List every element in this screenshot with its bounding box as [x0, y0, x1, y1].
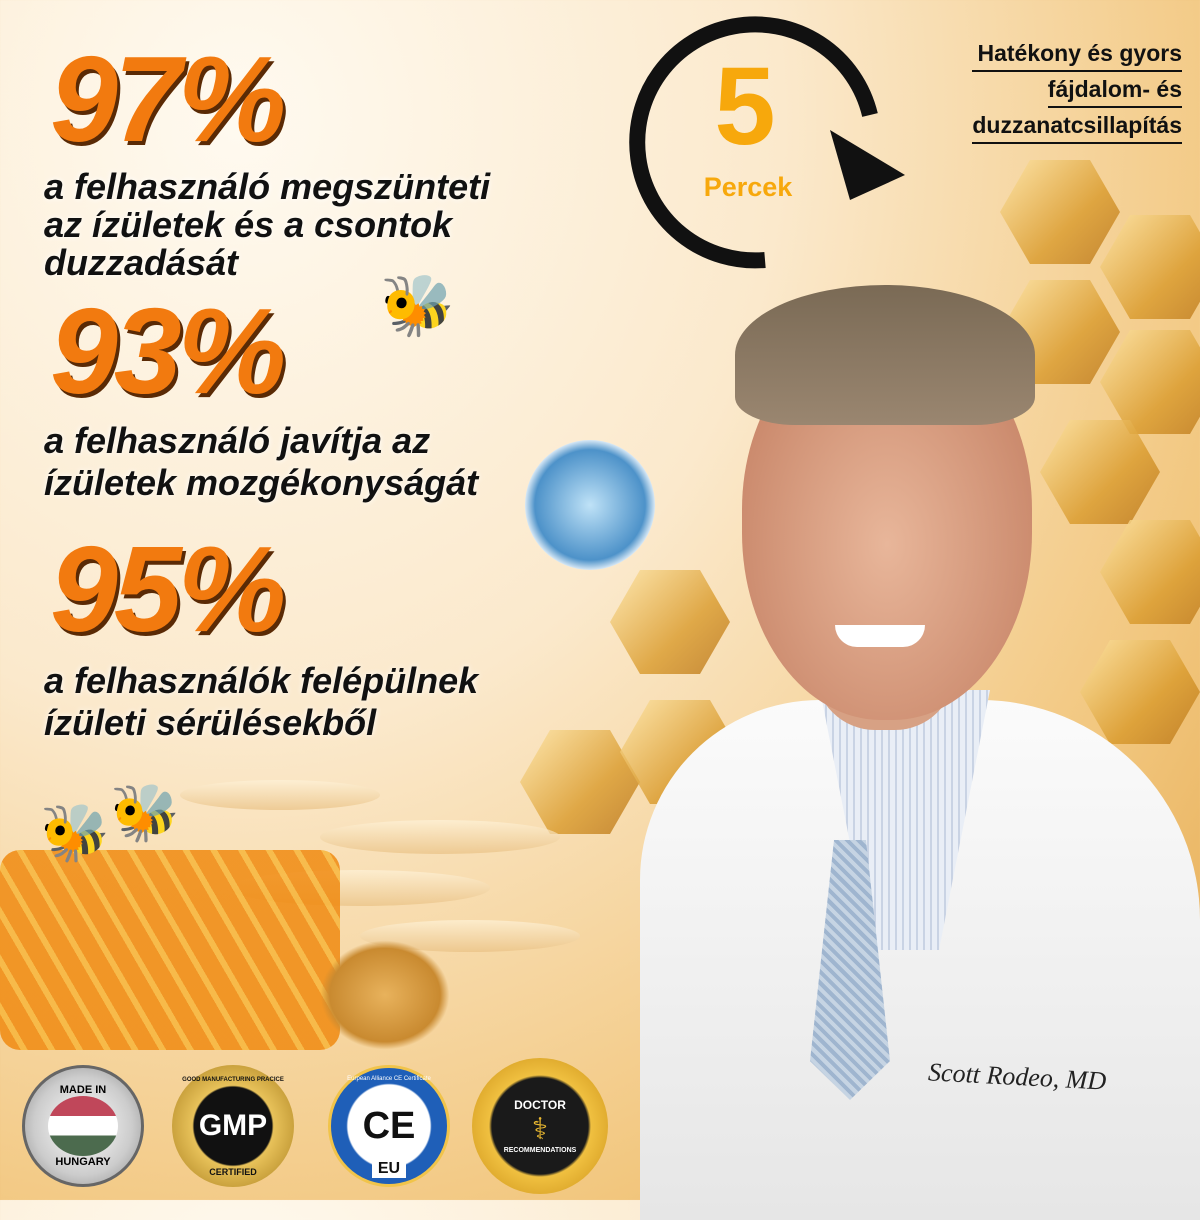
caduceus-icon: ⚕ [531, 1113, 549, 1146]
timer-arrow-icon [629, 16, 905, 269]
headline-line: Hatékony és gyors [972, 36, 1182, 72]
caption-line: ízületek mozgékonyságát [44, 462, 479, 503]
badge-top-text: GOOD MANUFACTURING PRACICE [182, 1077, 284, 1083]
bee-icon: 🐝 [40, 801, 110, 864]
gmp-badge: GOOD MANUFACTURING PRACICE GMP CERTIFIED [172, 1065, 294, 1187]
caption-line: a felhasználók felépülnek [44, 660, 479, 701]
timer-unit: Percek [703, 172, 793, 202]
stat-caption: a felhasználó megszünteti az ízületek és… [44, 168, 490, 282]
stat-value: 93% [50, 283, 286, 419]
hungary-flag-icon [48, 1096, 118, 1156]
headline: Hatékony és gyors fájdalom- és duzzanatc… [972, 36, 1182, 144]
caption-line: ízületi sérülésekből [44, 702, 377, 743]
bee-icon: 🐝 [110, 781, 180, 844]
caption-line: duzzadását [44, 242, 239, 283]
badge-bottom-text: EU [371, 1160, 407, 1178]
virus-icon [525, 440, 655, 570]
badge-bottom-text: CERTIFIED [209, 1167, 257, 1177]
ginger-icon [320, 940, 450, 1050]
badge-bottom-text: HUNGARY [55, 1156, 111, 1168]
caption-line: a felhasználó megszünteti [44, 166, 491, 207]
badge-center-text: CE [362, 1104, 416, 1147]
doctor-recommendations-badge: DOCTOR ⚕ RECOMMENDATIONS [472, 1058, 608, 1194]
headline-line: fájdalom- és [1047, 72, 1182, 108]
badge-top-text: MADE IN [59, 1084, 107, 1096]
caption-line: az ízületek és a csontok [44, 204, 453, 245]
ce-badge: Eurpean Alliance CE Certificate CE EU [328, 1065, 450, 1187]
made-in-hungary-badge: MADE IN HUNGARY [22, 1065, 144, 1187]
stat-caption: a felhasználók felépülnek ízületi sérülé… [44, 660, 478, 744]
headline-line: duzzanatcsillapítás [972, 108, 1182, 144]
stat-value: 95% [50, 521, 286, 657]
caption-line: a felhasználó javítja az [44, 420, 431, 461]
badge-center-text: GMP [198, 1109, 268, 1142]
badge-top-text: DOCTOR [514, 1098, 566, 1112]
bee-icon: 🐝 [380, 272, 455, 339]
badge-top-text: Eurpean Alliance CE Certificate [347, 1076, 431, 1082]
timer-number: 5 [714, 45, 776, 168]
badge-bottom-text: RECOMMENDATIONS [503, 1147, 577, 1154]
stat-caption: a felhasználó javítja az ízületek mozgék… [44, 420, 478, 504]
stat-value: 97% [50, 31, 286, 167]
honeycomb-image [0, 850, 340, 1050]
